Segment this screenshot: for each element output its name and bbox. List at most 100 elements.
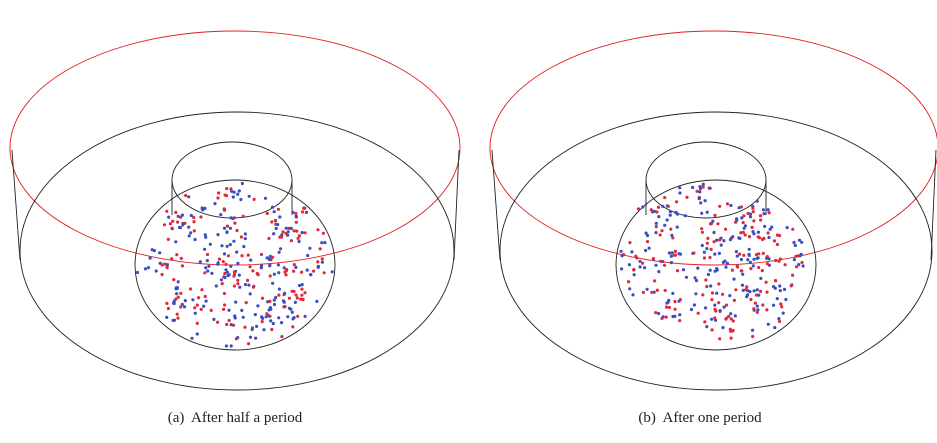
particle <box>180 257 183 260</box>
particle <box>733 299 736 302</box>
particle <box>170 227 173 230</box>
particle <box>696 190 699 193</box>
particle <box>225 344 228 347</box>
particle <box>273 210 276 213</box>
particle <box>294 212 297 215</box>
particle <box>158 251 161 254</box>
particle <box>173 319 176 322</box>
particle <box>762 237 765 240</box>
particle <box>693 303 696 306</box>
particle <box>278 236 281 239</box>
particle <box>166 266 169 269</box>
particle <box>221 282 224 285</box>
particle <box>273 273 276 276</box>
particle <box>249 259 252 262</box>
particle <box>713 253 716 256</box>
particle <box>726 202 729 205</box>
particle <box>742 221 745 224</box>
particle <box>316 228 319 231</box>
particle <box>752 258 755 261</box>
particle <box>766 262 769 265</box>
particle <box>206 259 209 262</box>
particle <box>188 234 191 237</box>
particle <box>215 284 218 287</box>
particle <box>749 267 752 270</box>
particle <box>756 311 759 314</box>
particle <box>298 284 301 287</box>
particle <box>780 305 783 308</box>
particle <box>696 267 699 270</box>
particle <box>281 230 284 233</box>
particle <box>724 266 727 269</box>
particle <box>269 319 272 322</box>
particle <box>191 298 194 301</box>
particle <box>746 293 749 296</box>
particle <box>216 233 219 236</box>
particle <box>779 302 782 305</box>
particle <box>238 189 241 192</box>
particle <box>236 282 239 285</box>
particle <box>783 288 786 291</box>
particle <box>705 325 708 328</box>
particle <box>702 183 705 186</box>
particle <box>754 302 757 305</box>
particle <box>714 309 717 312</box>
particle <box>257 273 260 276</box>
particle <box>767 323 770 326</box>
particle <box>194 238 197 241</box>
particle <box>742 231 745 234</box>
particle <box>308 247 311 250</box>
particle <box>740 216 743 219</box>
particle <box>292 229 295 232</box>
particle <box>320 241 323 244</box>
panel-b: (b) After one period <box>490 31 937 426</box>
particle <box>303 291 306 294</box>
particle <box>282 305 285 308</box>
particle <box>748 290 751 293</box>
particle <box>749 261 752 264</box>
particle <box>289 308 292 311</box>
particle <box>184 194 187 197</box>
particle <box>717 301 720 304</box>
particle <box>656 289 659 292</box>
particle <box>721 293 724 296</box>
particle <box>753 289 756 292</box>
particle <box>296 315 299 318</box>
particle <box>755 253 758 256</box>
particle <box>719 309 722 312</box>
particle <box>718 252 721 255</box>
particle <box>236 262 239 265</box>
particle <box>331 270 334 273</box>
particle <box>663 196 666 199</box>
particle <box>294 301 297 304</box>
particle <box>306 269 309 272</box>
particle <box>705 247 708 250</box>
particle <box>213 202 216 205</box>
particle <box>620 254 623 257</box>
particle <box>620 267 623 270</box>
particle <box>247 284 250 287</box>
particle <box>286 315 289 318</box>
particle <box>177 280 180 283</box>
particle <box>630 250 633 253</box>
particle <box>269 274 272 277</box>
particle <box>657 270 660 273</box>
particle <box>694 292 697 295</box>
particle <box>685 276 688 279</box>
particle <box>774 259 777 262</box>
particle <box>285 269 288 272</box>
particle <box>172 278 175 281</box>
particle <box>654 231 657 234</box>
particle <box>254 337 257 340</box>
particle <box>786 226 789 229</box>
particle <box>312 270 315 273</box>
particle <box>735 219 738 222</box>
particle <box>270 220 273 223</box>
particle <box>718 205 721 208</box>
particle <box>659 233 662 236</box>
particle <box>227 309 230 312</box>
particle <box>718 337 721 340</box>
particle <box>768 211 771 214</box>
particle <box>797 254 800 257</box>
particle <box>761 269 764 272</box>
